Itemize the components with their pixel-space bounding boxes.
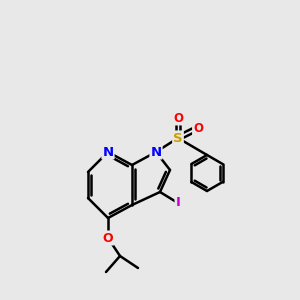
Text: I: I (176, 196, 180, 209)
Text: S: S (173, 131, 183, 145)
Text: O: O (103, 232, 113, 244)
Text: O: O (173, 112, 183, 124)
Text: N: N (150, 146, 162, 158)
Text: O: O (193, 122, 203, 134)
Text: N: N (102, 146, 114, 158)
